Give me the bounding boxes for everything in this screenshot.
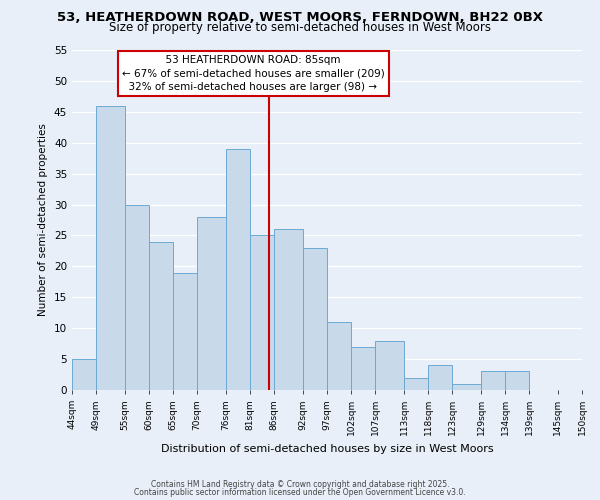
Bar [375, 340, 404, 390]
Text: 53, HEATHERDOWN ROAD, WEST MOORS, FERNDOWN, BH22 0BX: 53, HEATHERDOWN ROAD, WEST MOORS, FERNDO… [57, 11, 543, 24]
Bar [351, 346, 375, 390]
Bar [173, 272, 197, 390]
Bar [481, 372, 505, 390]
Bar [303, 248, 327, 390]
Bar [72, 359, 96, 390]
Y-axis label: Number of semi-detached properties: Number of semi-detached properties [38, 124, 49, 316]
Bar [226, 149, 250, 390]
Text: 53 HEATHERDOWN ROAD: 85sqm  
← 67% of semi-detached houses are smaller (209)
  3: 53 HEATHERDOWN ROAD: 85sqm ← 67% of semi… [122, 55, 385, 92]
Bar [404, 378, 428, 390]
Bar [505, 372, 529, 390]
Bar [96, 106, 125, 390]
X-axis label: Distribution of semi-detached houses by size in West Moors: Distribution of semi-detached houses by … [161, 444, 493, 454]
Bar [327, 322, 351, 390]
Text: Contains public sector information licensed under the Open Government Licence v3: Contains public sector information licen… [134, 488, 466, 497]
Bar [197, 217, 226, 390]
Bar [428, 366, 452, 390]
Text: Contains HM Land Registry data © Crown copyright and database right 2025.: Contains HM Land Registry data © Crown c… [151, 480, 449, 489]
Bar [125, 204, 149, 390]
Bar [149, 242, 173, 390]
Bar [250, 236, 274, 390]
Bar [452, 384, 481, 390]
Bar [274, 230, 303, 390]
Text: Size of property relative to semi-detached houses in West Moors: Size of property relative to semi-detach… [109, 22, 491, 35]
